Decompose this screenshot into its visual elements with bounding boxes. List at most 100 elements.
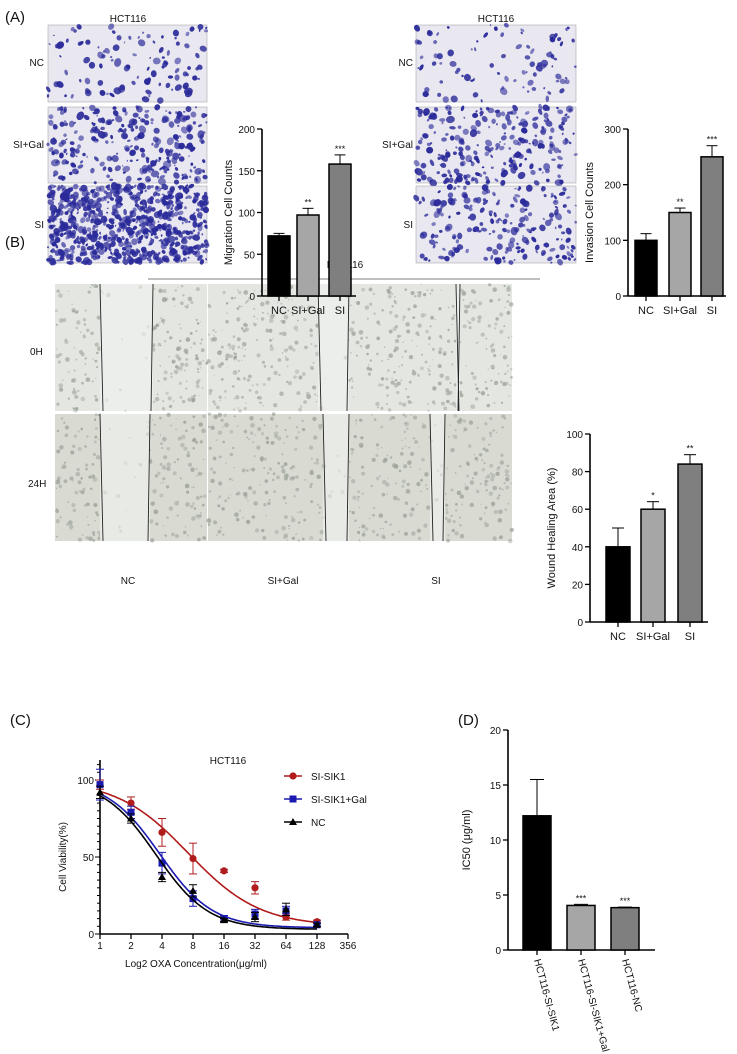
legend-label: SI-SIK1 bbox=[311, 772, 346, 783]
cell-texture bbox=[196, 367, 200, 371]
stained-cell bbox=[121, 251, 127, 257]
cell-texture bbox=[294, 369, 300, 374]
cell-texture bbox=[267, 472, 270, 475]
cell-texture bbox=[163, 377, 167, 381]
stained-cell bbox=[129, 191, 133, 196]
stained-cell bbox=[101, 54, 106, 59]
cell-texture bbox=[487, 324, 491, 328]
cell-texture bbox=[412, 437, 416, 440]
stained-cell bbox=[51, 260, 57, 265]
cell-texture bbox=[378, 513, 384, 518]
cell-texture bbox=[241, 341, 247, 347]
stained-cell bbox=[197, 130, 205, 139]
cell-texture bbox=[507, 336, 510, 339]
stained-cell bbox=[50, 210, 56, 216]
stained-cell bbox=[102, 131, 108, 138]
cell-texture bbox=[92, 358, 94, 360]
stained-cell bbox=[502, 256, 506, 260]
x-tick-label: NC bbox=[610, 631, 626, 643]
wound-micrograph bbox=[358, 413, 514, 544]
cell-texture bbox=[351, 380, 354, 382]
cell-texture bbox=[269, 346, 275, 352]
stained-cell bbox=[161, 183, 169, 191]
stained-cell bbox=[157, 251, 161, 256]
y-tick-label: 50 bbox=[83, 853, 95, 864]
stained-cell bbox=[129, 149, 136, 157]
cell-texture bbox=[501, 488, 504, 491]
stained-cell bbox=[116, 238, 121, 242]
cell-texture bbox=[226, 367, 228, 369]
cell-texture bbox=[503, 345, 506, 349]
stained-cell bbox=[105, 238, 113, 243]
cell-texture bbox=[381, 383, 384, 387]
cell-texture bbox=[469, 301, 473, 305]
stained-cell bbox=[457, 125, 462, 129]
cell-texture bbox=[261, 311, 264, 314]
cell-texture bbox=[242, 376, 247, 381]
cell-texture bbox=[504, 306, 506, 309]
cell-texture bbox=[486, 403, 491, 408]
stained-cell bbox=[109, 230, 116, 237]
stained-cell bbox=[79, 236, 84, 241]
cell-texture bbox=[82, 335, 86, 339]
stained-cell bbox=[439, 164, 443, 167]
stained-cell bbox=[203, 248, 209, 254]
stained-cell bbox=[514, 194, 521, 198]
stained-cell bbox=[558, 124, 563, 129]
cell-texture bbox=[398, 469, 402, 473]
stained-cell bbox=[197, 78, 201, 80]
stained-cell bbox=[199, 259, 205, 265]
cell-texture bbox=[404, 437, 406, 440]
cell-texture bbox=[159, 462, 163, 466]
cell-texture bbox=[184, 483, 190, 489]
cell-texture bbox=[454, 428, 457, 432]
cell-texture bbox=[400, 364, 404, 367]
cell-texture bbox=[73, 369, 76, 372]
cell-texture bbox=[475, 489, 480, 494]
stained-cell bbox=[72, 191, 79, 198]
y-tick-label: 50 bbox=[244, 250, 256, 261]
stained-cell bbox=[50, 138, 57, 145]
cell-texture bbox=[236, 517, 240, 522]
cell-texture bbox=[468, 444, 472, 448]
stained-cell bbox=[531, 86, 537, 92]
cell-texture bbox=[488, 491, 494, 496]
stained-cell bbox=[131, 238, 138, 246]
stained-cell bbox=[192, 121, 197, 125]
cell-texture bbox=[490, 379, 493, 382]
stained-cell bbox=[114, 233, 119, 238]
cell-texture bbox=[184, 429, 188, 433]
stained-cell bbox=[564, 113, 568, 117]
stained-cell bbox=[84, 77, 91, 85]
cell-texture bbox=[479, 482, 482, 485]
stained-cell bbox=[150, 231, 155, 235]
cell-texture bbox=[416, 345, 418, 348]
cell-texture bbox=[497, 372, 500, 375]
cell-texture bbox=[293, 494, 297, 498]
panel-label-b: (B) bbox=[5, 234, 25, 251]
stained-cell bbox=[60, 234, 63, 238]
cell-texture bbox=[263, 457, 267, 461]
cell-texture bbox=[410, 291, 415, 296]
bar-nc bbox=[605, 546, 631, 623]
cell-texture bbox=[256, 318, 258, 320]
cell-texture bbox=[173, 369, 179, 375]
stained-cell bbox=[560, 238, 563, 241]
cell-texture bbox=[489, 416, 493, 421]
stained-cell bbox=[166, 159, 171, 164]
stained-cell bbox=[470, 178, 475, 182]
stained-cell bbox=[108, 23, 115, 30]
cell-texture bbox=[56, 289, 60, 293]
cell-texture bbox=[58, 318, 64, 323]
stained-cell bbox=[183, 87, 193, 95]
stained-cell bbox=[454, 198, 457, 202]
data-point bbox=[189, 886, 197, 894]
cell-texture bbox=[387, 477, 389, 479]
stained-cell bbox=[93, 156, 99, 162]
stained-cell bbox=[534, 227, 537, 230]
stained-cell bbox=[426, 118, 430, 122]
x-tick-label: 8 bbox=[190, 941, 196, 952]
stained-cell bbox=[148, 259, 153, 264]
stained-cell bbox=[202, 169, 206, 174]
cell-texture bbox=[155, 522, 159, 526]
